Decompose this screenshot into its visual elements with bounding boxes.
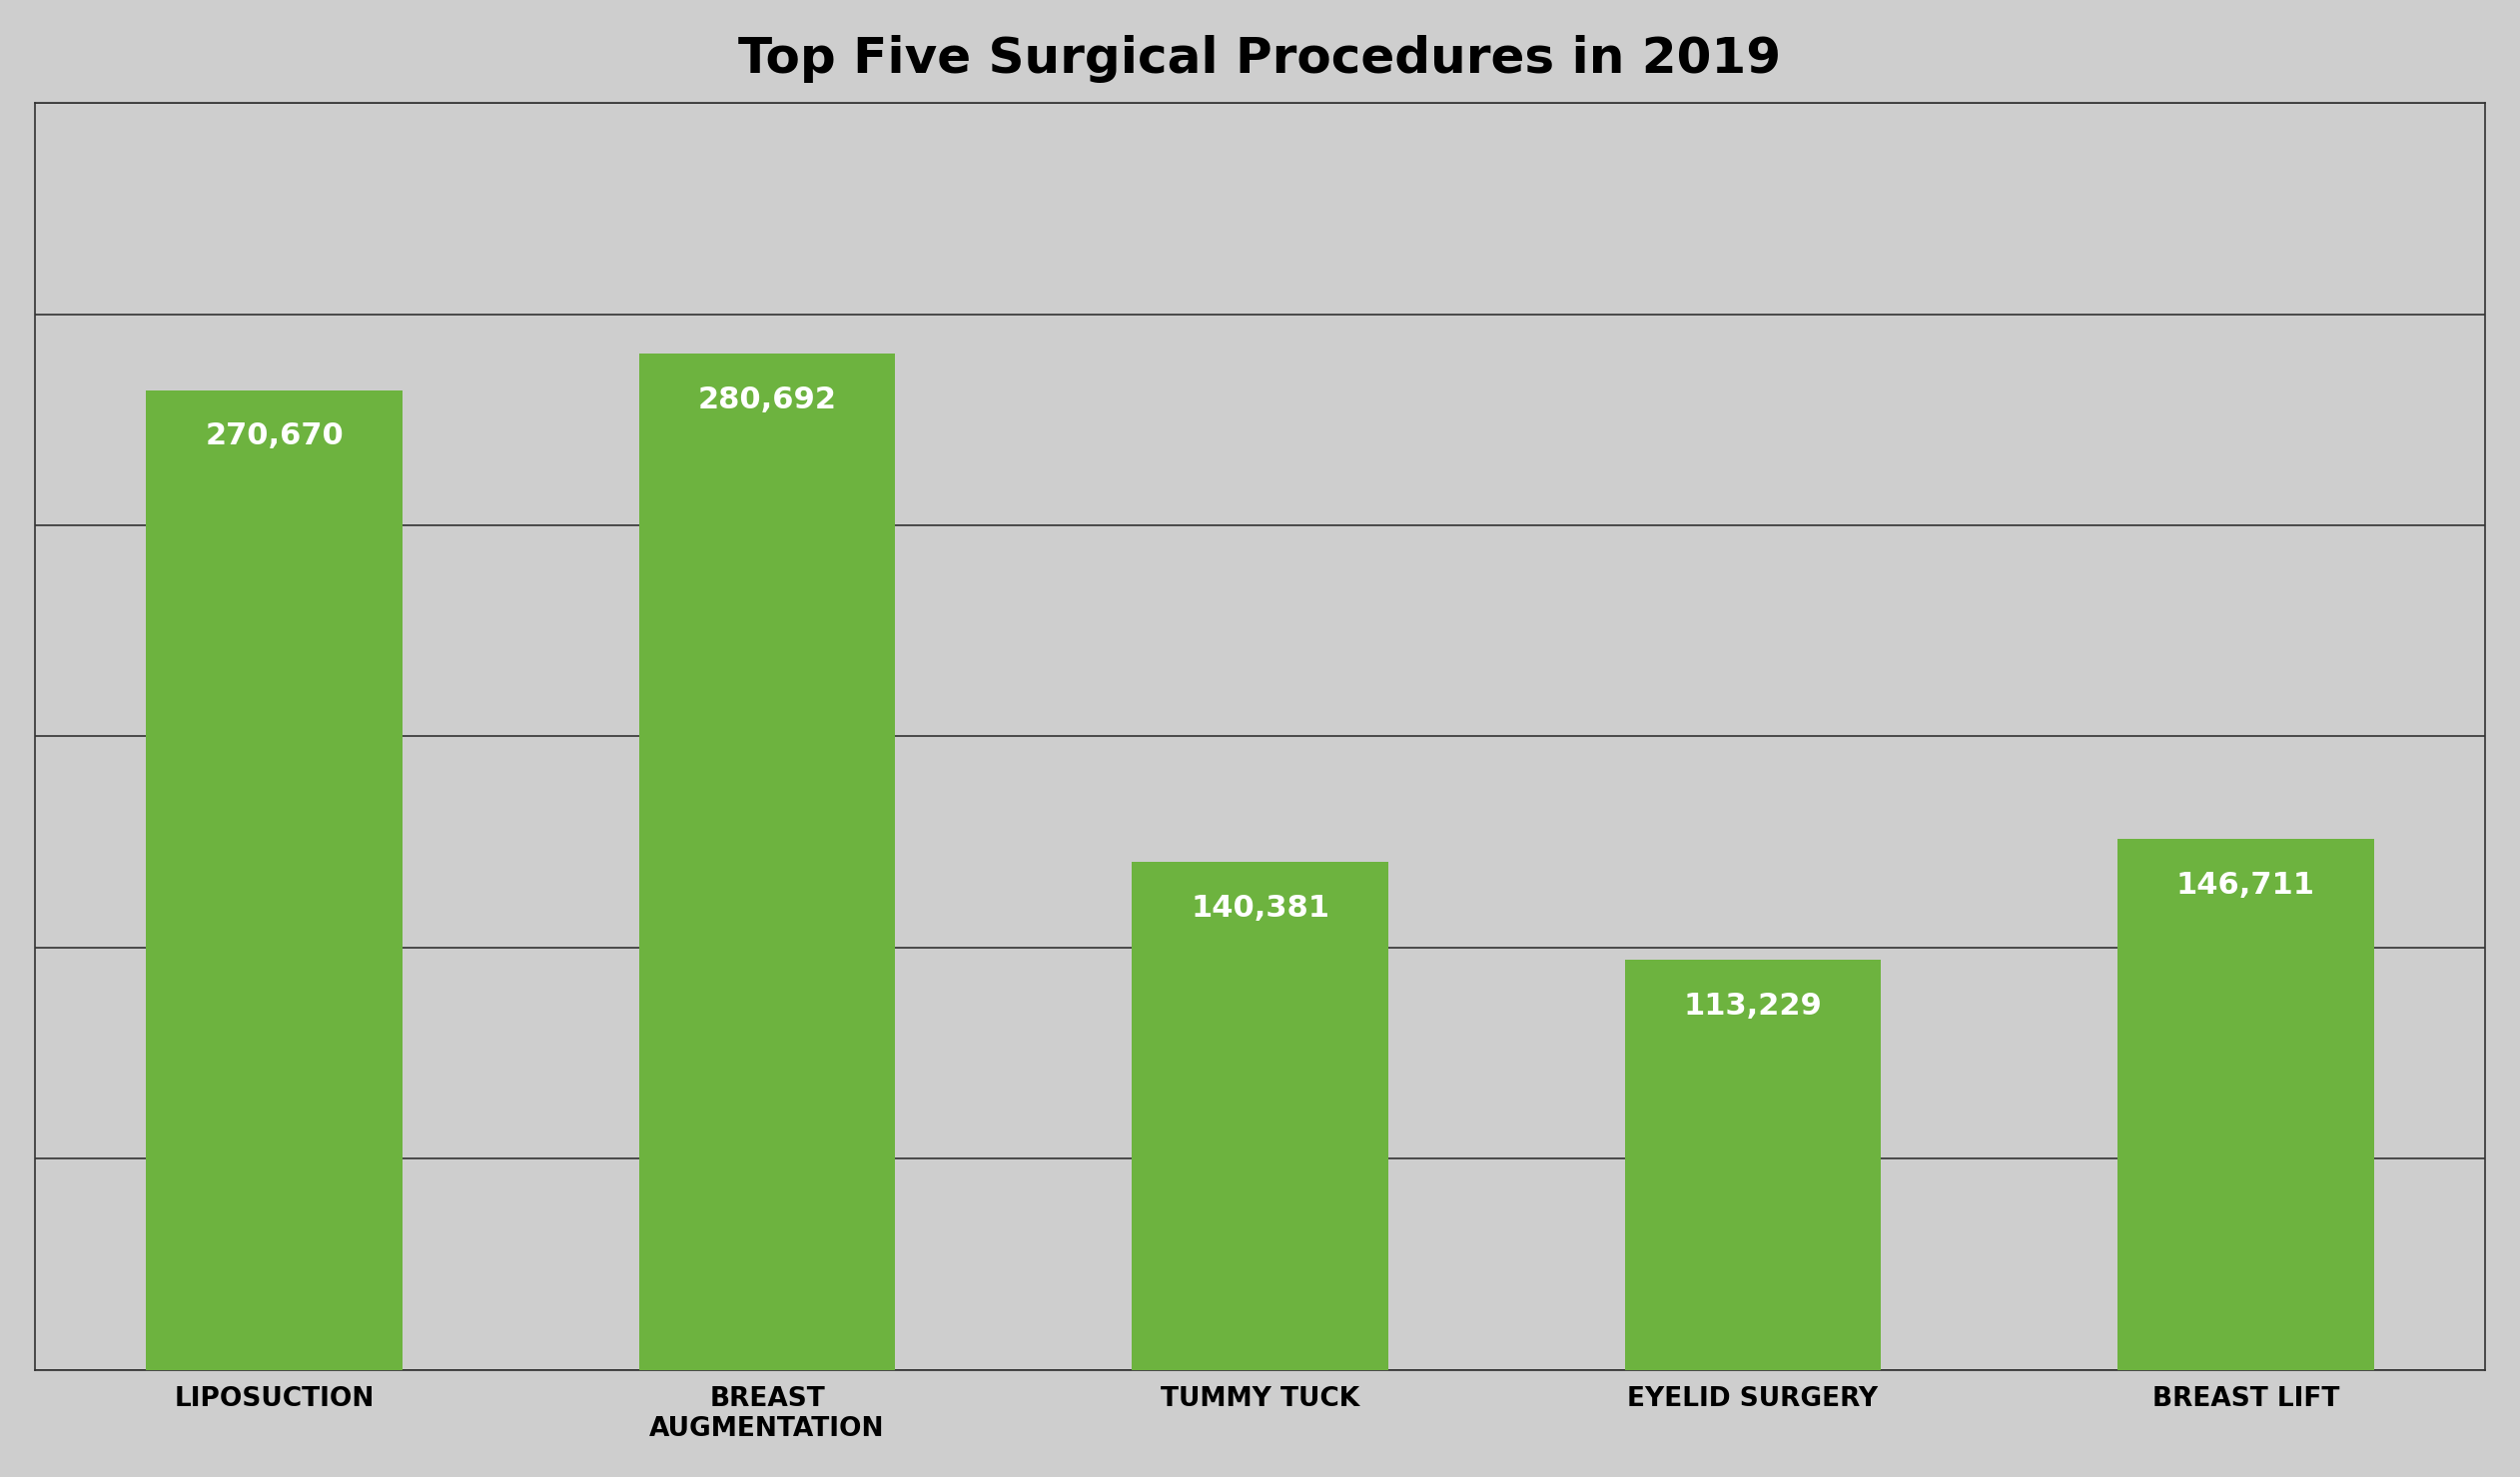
Text: 280,692: 280,692	[698, 385, 837, 415]
Text: 140,381: 140,381	[1189, 894, 1331, 922]
Text: 113,229: 113,229	[1683, 991, 1822, 1021]
Bar	[1625, 960, 1880, 1369]
Bar	[640, 354, 895, 1369]
Bar	[1131, 861, 1389, 1369]
Title: Top Five Surgical Procedures in 2019: Top Five Surgical Procedures in 2019	[738, 34, 1782, 83]
Bar	[146, 390, 403, 1369]
Text: 270,670: 270,670	[204, 422, 343, 450]
Text: 146,711: 146,711	[2177, 870, 2316, 899]
Bar	[2117, 839, 2374, 1369]
